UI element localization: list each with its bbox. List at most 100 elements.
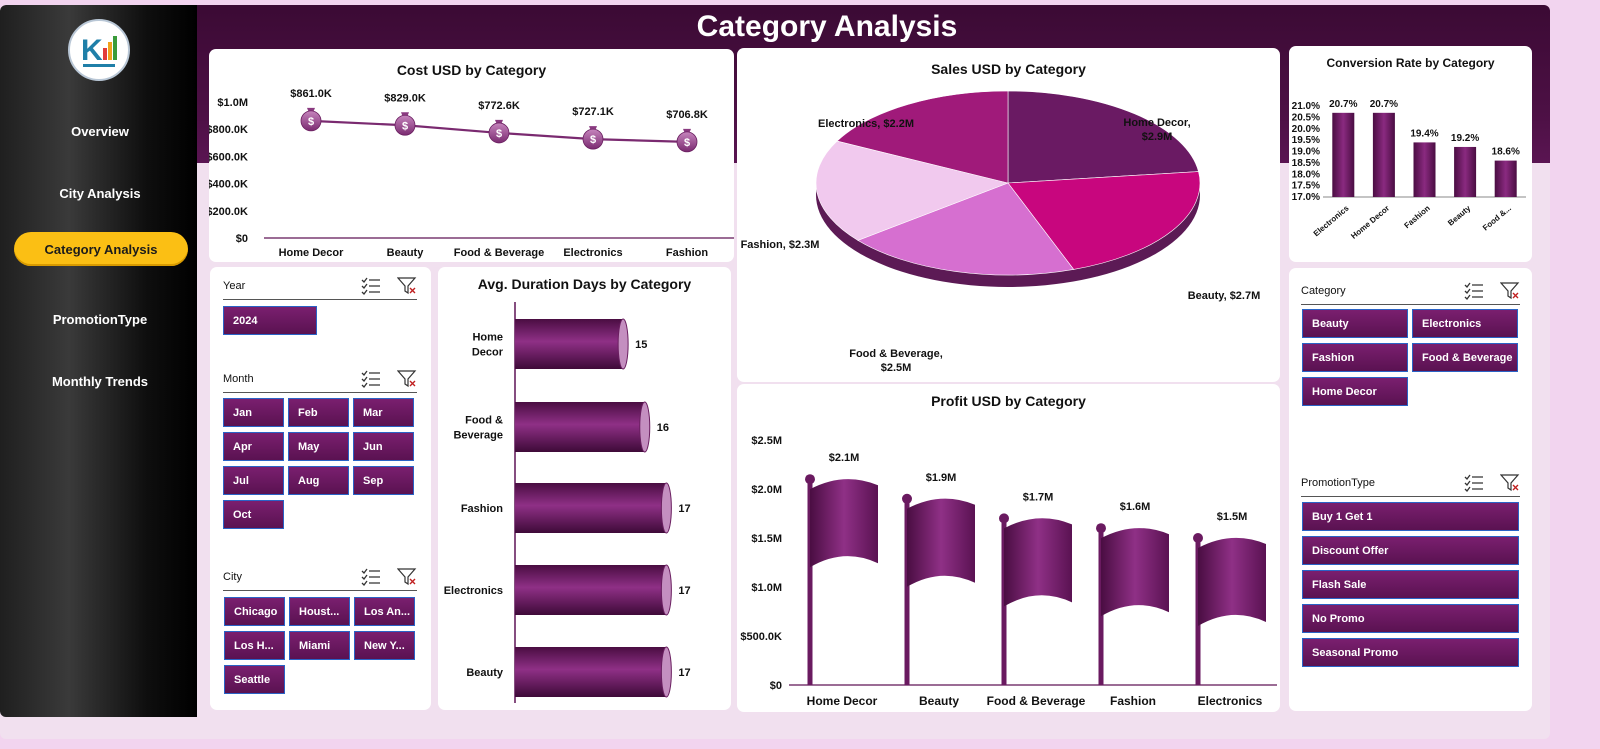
profit-x-tick-label: Beauty xyxy=(919,694,959,708)
flag-pole-top xyxy=(999,513,1009,524)
duration-bar-cap xyxy=(660,646,672,698)
city-slicer-item[interactable]: Chicago xyxy=(224,597,285,626)
city-slicer-item[interactable]: New Y... xyxy=(354,631,415,660)
month-slicer-item[interactable]: Aug xyxy=(288,466,349,495)
multi-select-icon[interactable] xyxy=(361,568,381,586)
month-slicer-item[interactable]: Sep xyxy=(353,466,414,495)
category-slicer-item[interactable]: Electronics xyxy=(1412,309,1518,338)
pie-data-label: Food & Beverage, $2.5M xyxy=(849,348,943,374)
sales-chart-title: Sales USD by Category xyxy=(931,61,1086,77)
conversion-bar xyxy=(1372,112,1395,197)
clear-filter-icon[interactable] xyxy=(397,370,417,388)
company-logo: K xyxy=(68,19,130,81)
month-slicer-item[interactable]: Mar xyxy=(353,398,414,427)
conversion-bar xyxy=(1413,142,1436,197)
conversion-bar xyxy=(1332,112,1355,197)
multi-select-icon[interactable] xyxy=(1464,282,1484,300)
promotion-slicer-item[interactable]: Seasonal Promo xyxy=(1302,638,1519,667)
duration-bar-cap xyxy=(617,318,629,370)
clear-filter-icon[interactable] xyxy=(1500,474,1520,492)
nav-item-promotiontype[interactable]: PromotionType xyxy=(52,311,148,327)
nav-item-overview[interactable]: Overview xyxy=(71,123,129,139)
cost-data-label: $706.8K xyxy=(666,109,708,121)
month-slicer-item[interactable]: Jun xyxy=(353,432,414,461)
conversion-chart-title: Conversion Rate by Category xyxy=(1326,56,1495,70)
year-slicer-item[interactable]: 2024 xyxy=(223,306,317,335)
month-slicer-item[interactable]: Jul xyxy=(223,466,284,495)
profit-x-tick-label: Food & Beverage xyxy=(987,694,1086,708)
multi-select-icon[interactable] xyxy=(361,277,381,295)
category-slicer-item[interactable]: Home Decor xyxy=(1302,377,1408,406)
left-slicer-card: Year 2024 Month Jan Feb Mar Apr May Jun Jul Aug Sep… xyxy=(210,267,431,710)
category-slicer-item[interactable]: Food & Beverage xyxy=(1412,343,1518,372)
cost-y-tick-label: $800.0K xyxy=(209,124,248,136)
month-slicer-header: Month xyxy=(223,370,417,393)
cost-data-point xyxy=(394,114,416,136)
category-slicer-item[interactable]: Beauty xyxy=(1302,309,1408,338)
clear-filter-icon[interactable] xyxy=(397,568,417,586)
cost-data-point xyxy=(676,131,698,153)
city-slicer-item[interactable]: Houst... xyxy=(289,597,350,626)
city-slicer-header: City xyxy=(223,568,417,591)
city-slicer-item[interactable]: Miami xyxy=(289,631,350,660)
duration-data-label: 17 xyxy=(678,667,690,679)
flag-icon xyxy=(810,479,878,568)
conversion-y-tick-label: 21.0% xyxy=(1292,101,1320,112)
cost-chart: $0 $200.0K $400.0K $600.0K $800.0K $1.0M $ $861… xyxy=(209,88,734,259)
duration-y-tick-label: Electronics xyxy=(444,585,503,597)
duration-y-tick-label: Home xyxy=(472,332,503,344)
conversion-y-tick-label: 19.0% xyxy=(1292,147,1320,158)
pie-slice xyxy=(857,182,1075,276)
duration-y-tick-label: Beverage xyxy=(453,430,503,442)
sales-chart-card: Sales USD by Category Home Decor, $2.9M Be… xyxy=(737,48,1280,382)
conversion-data-label: 20.7% xyxy=(1329,99,1357,110)
city-slicer-item[interactable]: Los An... xyxy=(354,597,415,626)
nav-item-category-analysis[interactable]: Category Analysis xyxy=(14,232,188,266)
clear-filter-icon[interactable] xyxy=(397,277,417,295)
conversion-y-tick-label: 20.0% xyxy=(1292,124,1320,135)
nav-item-monthly-trends[interactable]: Monthly Trends xyxy=(51,373,149,389)
nav-item-city-analysis[interactable]: City Analysis xyxy=(59,185,141,201)
cost-y-tick-label: $0 xyxy=(236,233,248,245)
profit-y-tick-label: $1.0M xyxy=(751,582,782,594)
month-slicer-item[interactable]: Jan xyxy=(223,398,284,427)
duration-data-label: 17 xyxy=(678,503,690,515)
month-slicer-item[interactable]: Apr xyxy=(223,432,284,461)
category-slicer-item[interactable]: Fashion xyxy=(1302,343,1408,372)
pie-slice xyxy=(836,90,1009,184)
cost-data-label: $829.0K xyxy=(384,92,426,104)
duration-bar xyxy=(515,565,667,615)
pie-data-label: Fashion, $2.3M xyxy=(741,239,820,251)
month-slicer-item[interactable]: Oct xyxy=(223,500,284,529)
duration-chart-title: Avg. Duration Days by Category xyxy=(477,276,692,292)
multi-select-icon[interactable] xyxy=(361,370,381,388)
city-slicer-item[interactable]: Los H... xyxy=(224,631,285,660)
profit-chart-title: Profit USD by Category xyxy=(931,393,1086,409)
promotion-slicer-item[interactable]: No Promo xyxy=(1302,604,1519,633)
cost-x-tick-label: Electronics xyxy=(563,247,622,259)
profit-y-tick-label: $2.5M xyxy=(751,435,782,447)
conversion-y-tick-label: 18.0% xyxy=(1292,169,1320,180)
month-slicer-item[interactable]: Feb xyxy=(288,398,349,427)
sidebar: K Overview City Analysis Category Analysis… xyxy=(0,5,197,717)
multi-select-icon[interactable] xyxy=(1464,474,1484,492)
money-bag-icon: $ xyxy=(488,119,510,144)
conversion-y-tick-label: 17.5% xyxy=(1292,181,1320,192)
logo-icon: K xyxy=(81,34,117,67)
flag-pole-top xyxy=(1096,523,1106,534)
promotion-slicer-item[interactable]: Buy 1 Get 1 xyxy=(1302,502,1519,531)
month-slicer-label: Month xyxy=(223,373,254,385)
promotion-slicer-item[interactable]: Discount Offer xyxy=(1302,536,1519,565)
clear-filter-icon[interactable] xyxy=(1500,282,1520,300)
city-slicer-item[interactable]: Seattle xyxy=(224,665,285,694)
duration-bar xyxy=(515,402,645,452)
duration-chart: 15 Home Decor 16 Food & Beverage 17 Fashion 17 El… xyxy=(444,302,691,703)
money-bag-icon: $ xyxy=(676,128,698,153)
month-slicer-item[interactable]: May xyxy=(288,432,349,461)
cost-y-tick-label: $1.0M xyxy=(217,97,248,109)
promotion-slicer-item[interactable]: Flash Sale xyxy=(1302,570,1519,599)
conversion-x-tick-label: Food &... xyxy=(1481,204,1513,233)
conversion-x-tick-label: Beauty xyxy=(1446,203,1473,227)
flag-icon xyxy=(1004,518,1072,607)
conversion-x-tick-label: Electronics xyxy=(1312,203,1351,238)
